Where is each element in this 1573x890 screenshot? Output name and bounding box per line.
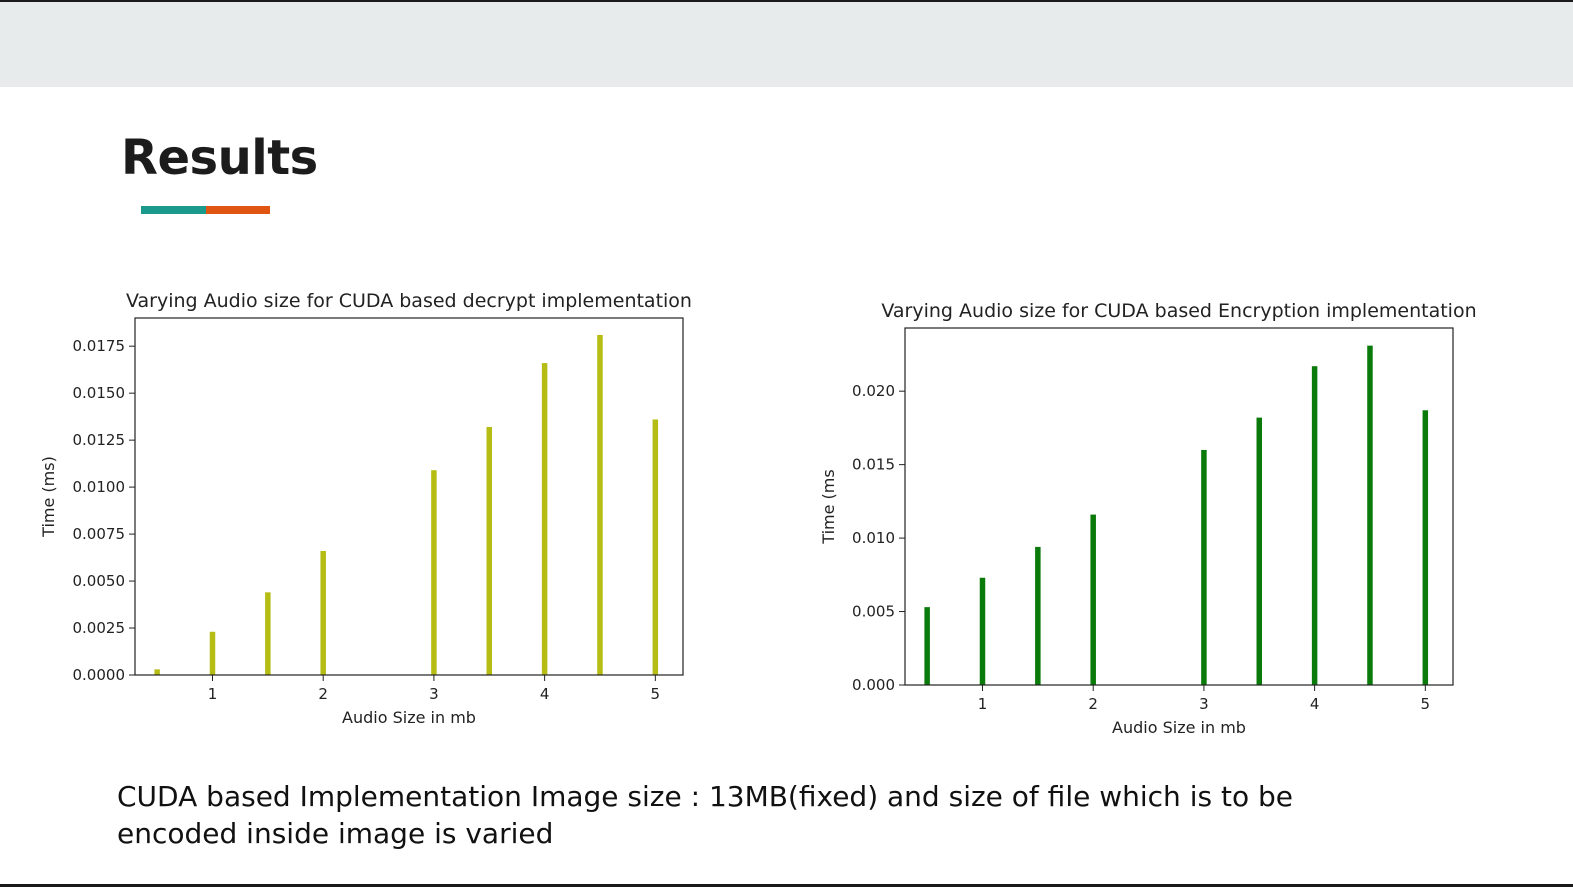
x-tick-label: 5 [651, 685, 661, 703]
bar [1035, 546, 1041, 685]
y-tick-label: 0.0125 [73, 431, 126, 449]
x-axis-label: Audio Size in mb [342, 708, 476, 727]
bottom-rule [0, 884, 1573, 887]
bar [979, 577, 986, 685]
bar [1367, 345, 1373, 685]
y-tick-label: 0.0150 [73, 384, 126, 402]
y-tick-label: 0.0100 [73, 478, 126, 496]
x-tick-label: 5 [1421, 695, 1431, 713]
x-tick-label: 4 [540, 685, 550, 703]
x-tick-label: 3 [1199, 695, 1209, 713]
y-tick-label: 0.0000 [73, 666, 126, 684]
bar [1201, 449, 1207, 685]
decrypt-chart: Varying Audio size for CUDA based decryp… [39, 290, 692, 727]
y-tick-label: 0.005 [852, 603, 895, 621]
bar [209, 631, 216, 675]
title-accent-teal [141, 206, 206, 214]
bar [1090, 514, 1096, 685]
plot-frame [134, 317, 684, 676]
slide-caption: CUDA based Implementation Image size : 1… [117, 780, 1293, 850]
y-tick-label: 0.0050 [73, 572, 126, 590]
plot-frame [904, 327, 1454, 686]
x-tick-label: 1 [208, 685, 218, 703]
bar [541, 363, 548, 675]
x-tick-label: 1 [978, 695, 988, 713]
bar [652, 419, 659, 675]
y-tick-label: 0.000 [852, 676, 895, 694]
bar [1311, 366, 1318, 685]
bar [320, 550, 326, 675]
y-tick-label: 0.0025 [73, 619, 126, 637]
x-tick-label: 2 [1088, 695, 1098, 713]
y-axis-label: Time (ms [819, 469, 838, 544]
chart-title: Varying Audio size for CUDA based decryp… [126, 290, 692, 312]
x-tick-label: 3 [429, 685, 439, 703]
chart-title: Varying Audio size for CUDA based Encryp… [881, 300, 1476, 322]
y-tick-label: 0.010 [852, 529, 895, 547]
bar [1256, 417, 1263, 685]
header-band [0, 2, 1573, 87]
bar [265, 592, 271, 675]
y-tick-label: 0.0175 [73, 337, 126, 355]
encryption-chart: Varying Audio size for CUDA based Encryp… [819, 300, 1477, 737]
bar [486, 426, 493, 675]
y-tick-label: 0.020 [852, 382, 895, 400]
x-tick-label: 4 [1310, 695, 1320, 713]
bar [431, 470, 437, 675]
y-axis-label: Time (ms) [39, 456, 58, 538]
title-accent-orange [206, 206, 270, 214]
x-axis-label: Audio Size in mb [1112, 718, 1246, 737]
bar [154, 669, 160, 675]
bar [597, 334, 603, 675]
bar [924, 607, 930, 685]
bar [1422, 410, 1429, 685]
y-tick-label: 0.015 [852, 456, 895, 474]
top-rule [0, 0, 1573, 2]
slide-title: Results [121, 130, 318, 186]
y-tick-label: 0.0075 [73, 525, 126, 543]
x-tick-label: 2 [318, 685, 328, 703]
